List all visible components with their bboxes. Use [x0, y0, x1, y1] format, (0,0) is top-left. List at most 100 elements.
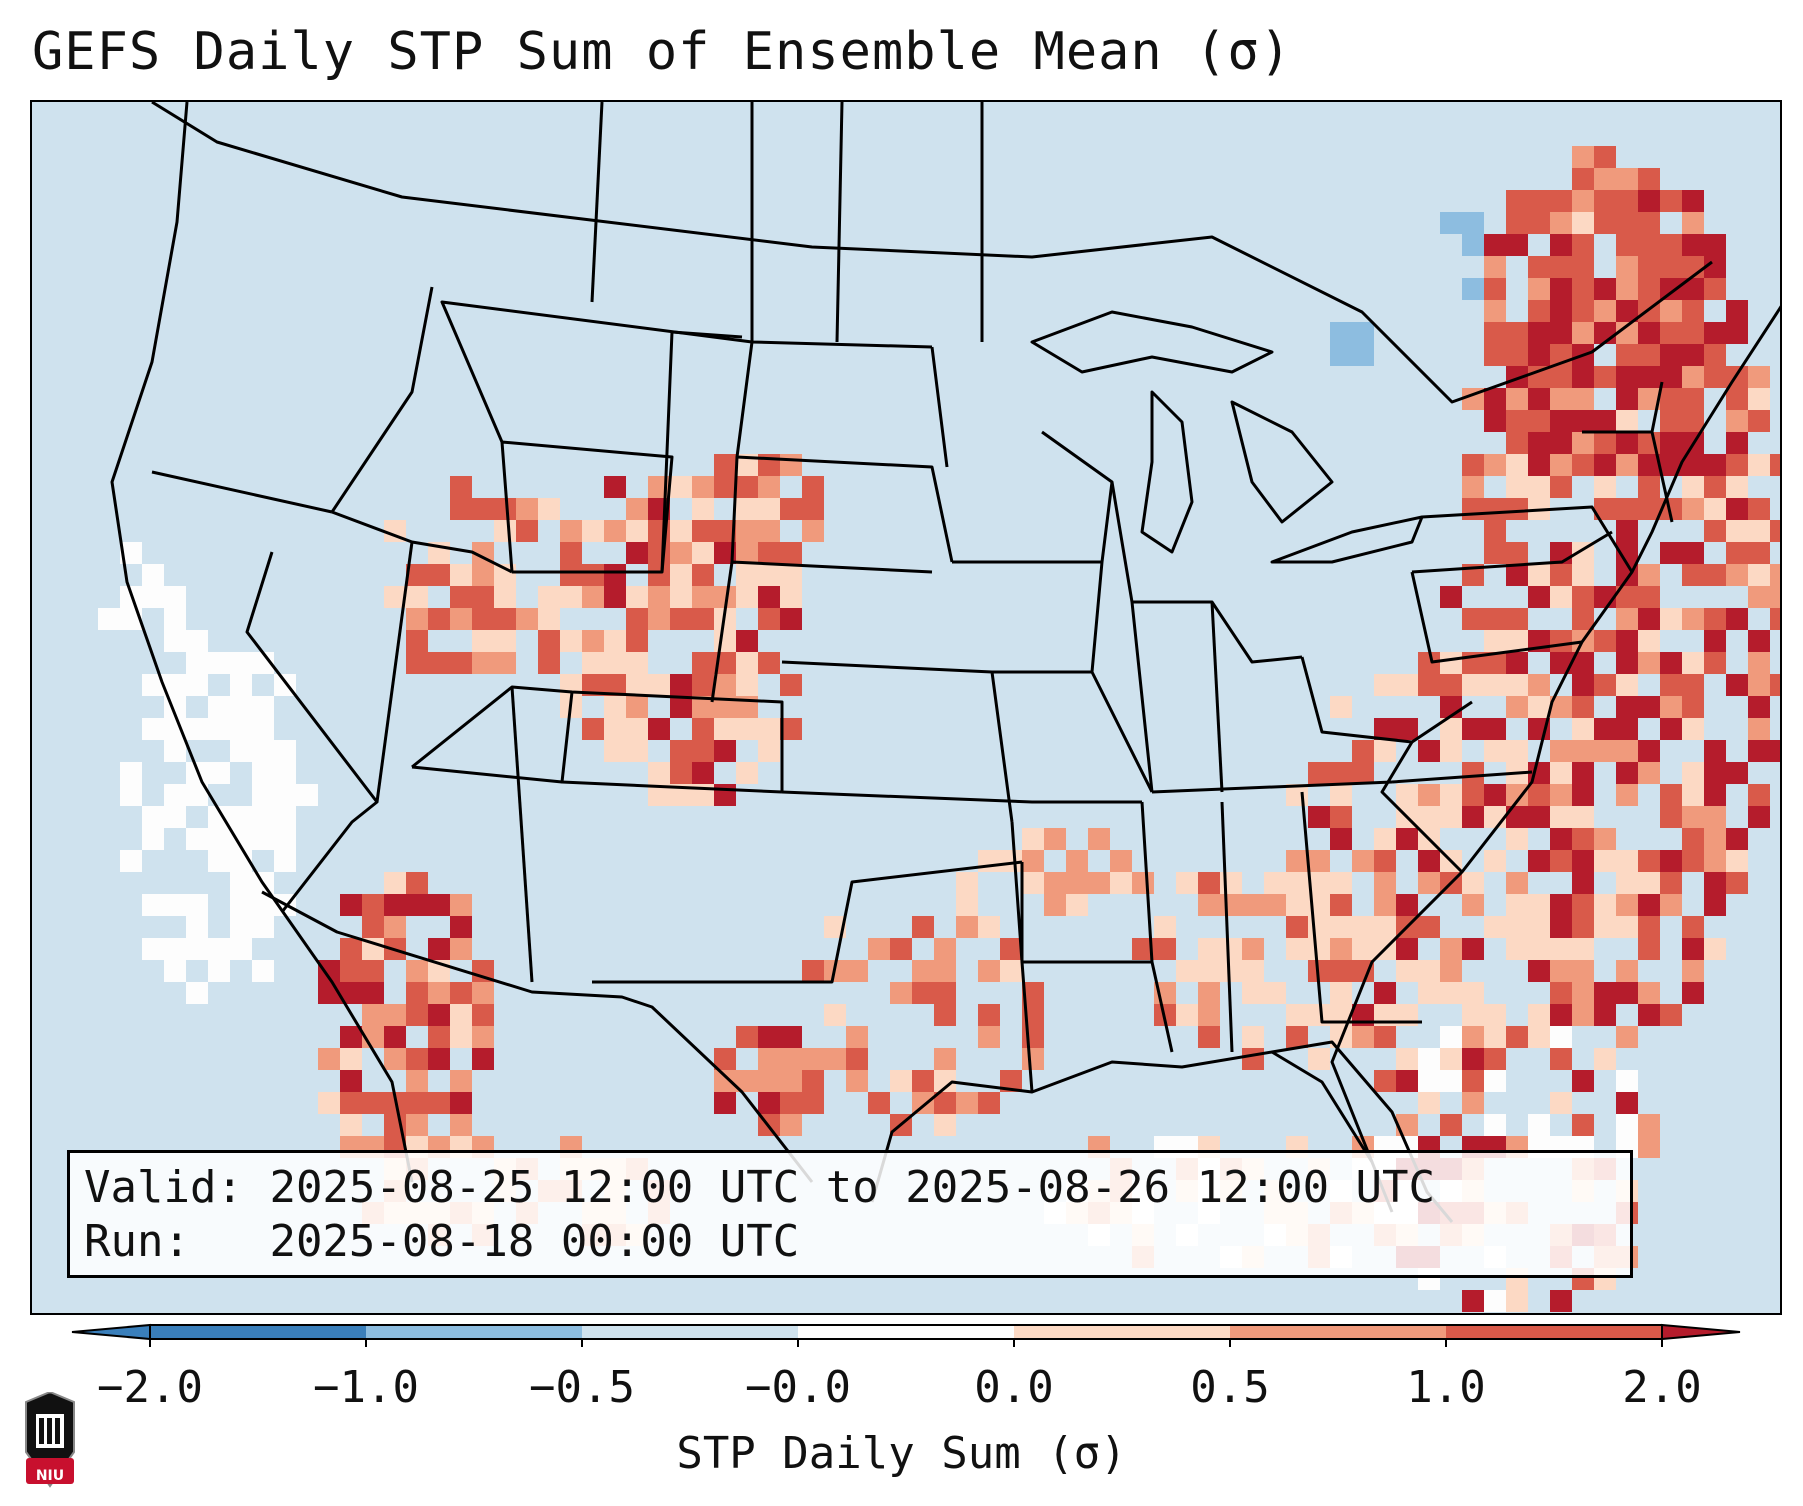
stp-cell: [1704, 740, 1726, 762]
stp-cell: [406, 1004, 428, 1026]
stp-cell: [450, 608, 472, 630]
stp-cell: [1352, 762, 1374, 784]
stp-cell: [428, 894, 450, 916]
stp-cell: [1418, 916, 1440, 938]
stp-cell: [1330, 762, 1352, 784]
stp-cell: [230, 872, 252, 894]
stp-cell: [1704, 784, 1726, 806]
stp-cell: [1572, 608, 1594, 630]
stp-cell: [1748, 718, 1770, 740]
stp-cell: [1506, 784, 1528, 806]
stp-cell: [1484, 1290, 1506, 1312]
stp-cell: [1638, 212, 1660, 234]
stp-cell: [670, 608, 692, 630]
stp-cell: [1616, 432, 1638, 454]
stp-cell: [1572, 850, 1594, 872]
stp-cell: [1594, 212, 1616, 234]
stp-cell: [1484, 608, 1506, 630]
stp-cell: [1528, 564, 1550, 586]
stp-cell: [274, 762, 296, 784]
stp-cell: [714, 1070, 736, 1092]
stp-cell: [1550, 652, 1572, 674]
stp-cell: [274, 806, 296, 828]
stp-cell: [142, 828, 164, 850]
stp-cell: [208, 652, 230, 674]
stp-cell: [230, 718, 252, 740]
stp-cell: [1682, 366, 1704, 388]
stp-cell: [1154, 938, 1176, 960]
stp-cell: [670, 762, 692, 784]
stp-cell: [626, 652, 648, 674]
stp-cell: [1088, 872, 1110, 894]
stp-cell: [582, 718, 604, 740]
stp-cell: [1594, 630, 1616, 652]
stp-cell: [1726, 322, 1748, 344]
stp-cell: [1682, 388, 1704, 410]
stp-cell: [714, 1048, 736, 1070]
stp-cell: [450, 564, 472, 586]
stp-cell: [758, 1026, 780, 1048]
stp-cell: [1638, 278, 1660, 300]
stp-cell: [164, 740, 186, 762]
stp-cell: [472, 586, 494, 608]
stp-cell: [406, 564, 428, 586]
stp-cell: [1550, 894, 1572, 916]
stp-cell: [1484, 916, 1506, 938]
stp-cell: [1726, 762, 1748, 784]
stp-cell: [1528, 586, 1550, 608]
stp-cell: [604, 476, 626, 498]
stp-cell: [1682, 234, 1704, 256]
stp-cell: [1462, 1092, 1484, 1114]
stp-cell: [1682, 564, 1704, 586]
stp-cell: [1660, 410, 1682, 432]
stp-cell: [1660, 542, 1682, 564]
stp-cell: [1506, 916, 1528, 938]
stp-cell: [1572, 938, 1594, 960]
stp-cell: [1704, 608, 1726, 630]
stp-cell: [780, 1092, 802, 1114]
stp-cell: [1330, 322, 1352, 344]
stp-cell: [1616, 322, 1638, 344]
stp-cell: [604, 586, 626, 608]
stp-cell: [450, 1092, 472, 1114]
stp-cell: [120, 542, 142, 564]
stp-cell: [1440, 212, 1462, 234]
niu-shield-icon: [25, 1390, 75, 1488]
stp-cell: [780, 674, 802, 696]
stp-cell: [1660, 234, 1682, 256]
stp-cell: [758, 608, 780, 630]
stp-cell: [758, 564, 780, 586]
stp-cell: [1440, 718, 1462, 740]
stp-cell: [736, 476, 758, 498]
stp-cell: [890, 982, 912, 1004]
stp-cell: [1748, 454, 1770, 476]
stp-cell: [714, 696, 736, 718]
stp-cell: [670, 696, 692, 718]
stp-cell: [1748, 806, 1770, 828]
stp-cell: [186, 718, 208, 740]
stp-cell: [1726, 498, 1748, 520]
stp-cell: [1616, 300, 1638, 322]
stp-cell: [1616, 652, 1638, 674]
stp-cell: [1594, 850, 1616, 872]
stp-cell: [1440, 740, 1462, 762]
stp-cell: [1660, 674, 1682, 696]
stp-cell: [1506, 432, 1528, 454]
stp-cell: [1352, 938, 1374, 960]
stp-cell: [186, 674, 208, 696]
stp-cell: [1506, 1026, 1528, 1048]
stp-cell: [1462, 762, 1484, 784]
stp-cell: [1638, 476, 1660, 498]
stp-cell: [384, 1048, 406, 1070]
stp-cell: [1110, 872, 1132, 894]
stp-cell: [516, 520, 538, 542]
stp-cell: [670, 564, 692, 586]
stp-cell: [648, 762, 670, 784]
stp-cell: [1462, 1048, 1484, 1070]
stp-cell: [1396, 784, 1418, 806]
stp-cell: [780, 586, 802, 608]
colorbar-tick-label: 2.0: [1622, 1362, 1702, 1413]
lake-michigan: [1140, 390, 1194, 554]
stp-cell: [1484, 630, 1506, 652]
stp-cell: [1660, 1004, 1682, 1026]
